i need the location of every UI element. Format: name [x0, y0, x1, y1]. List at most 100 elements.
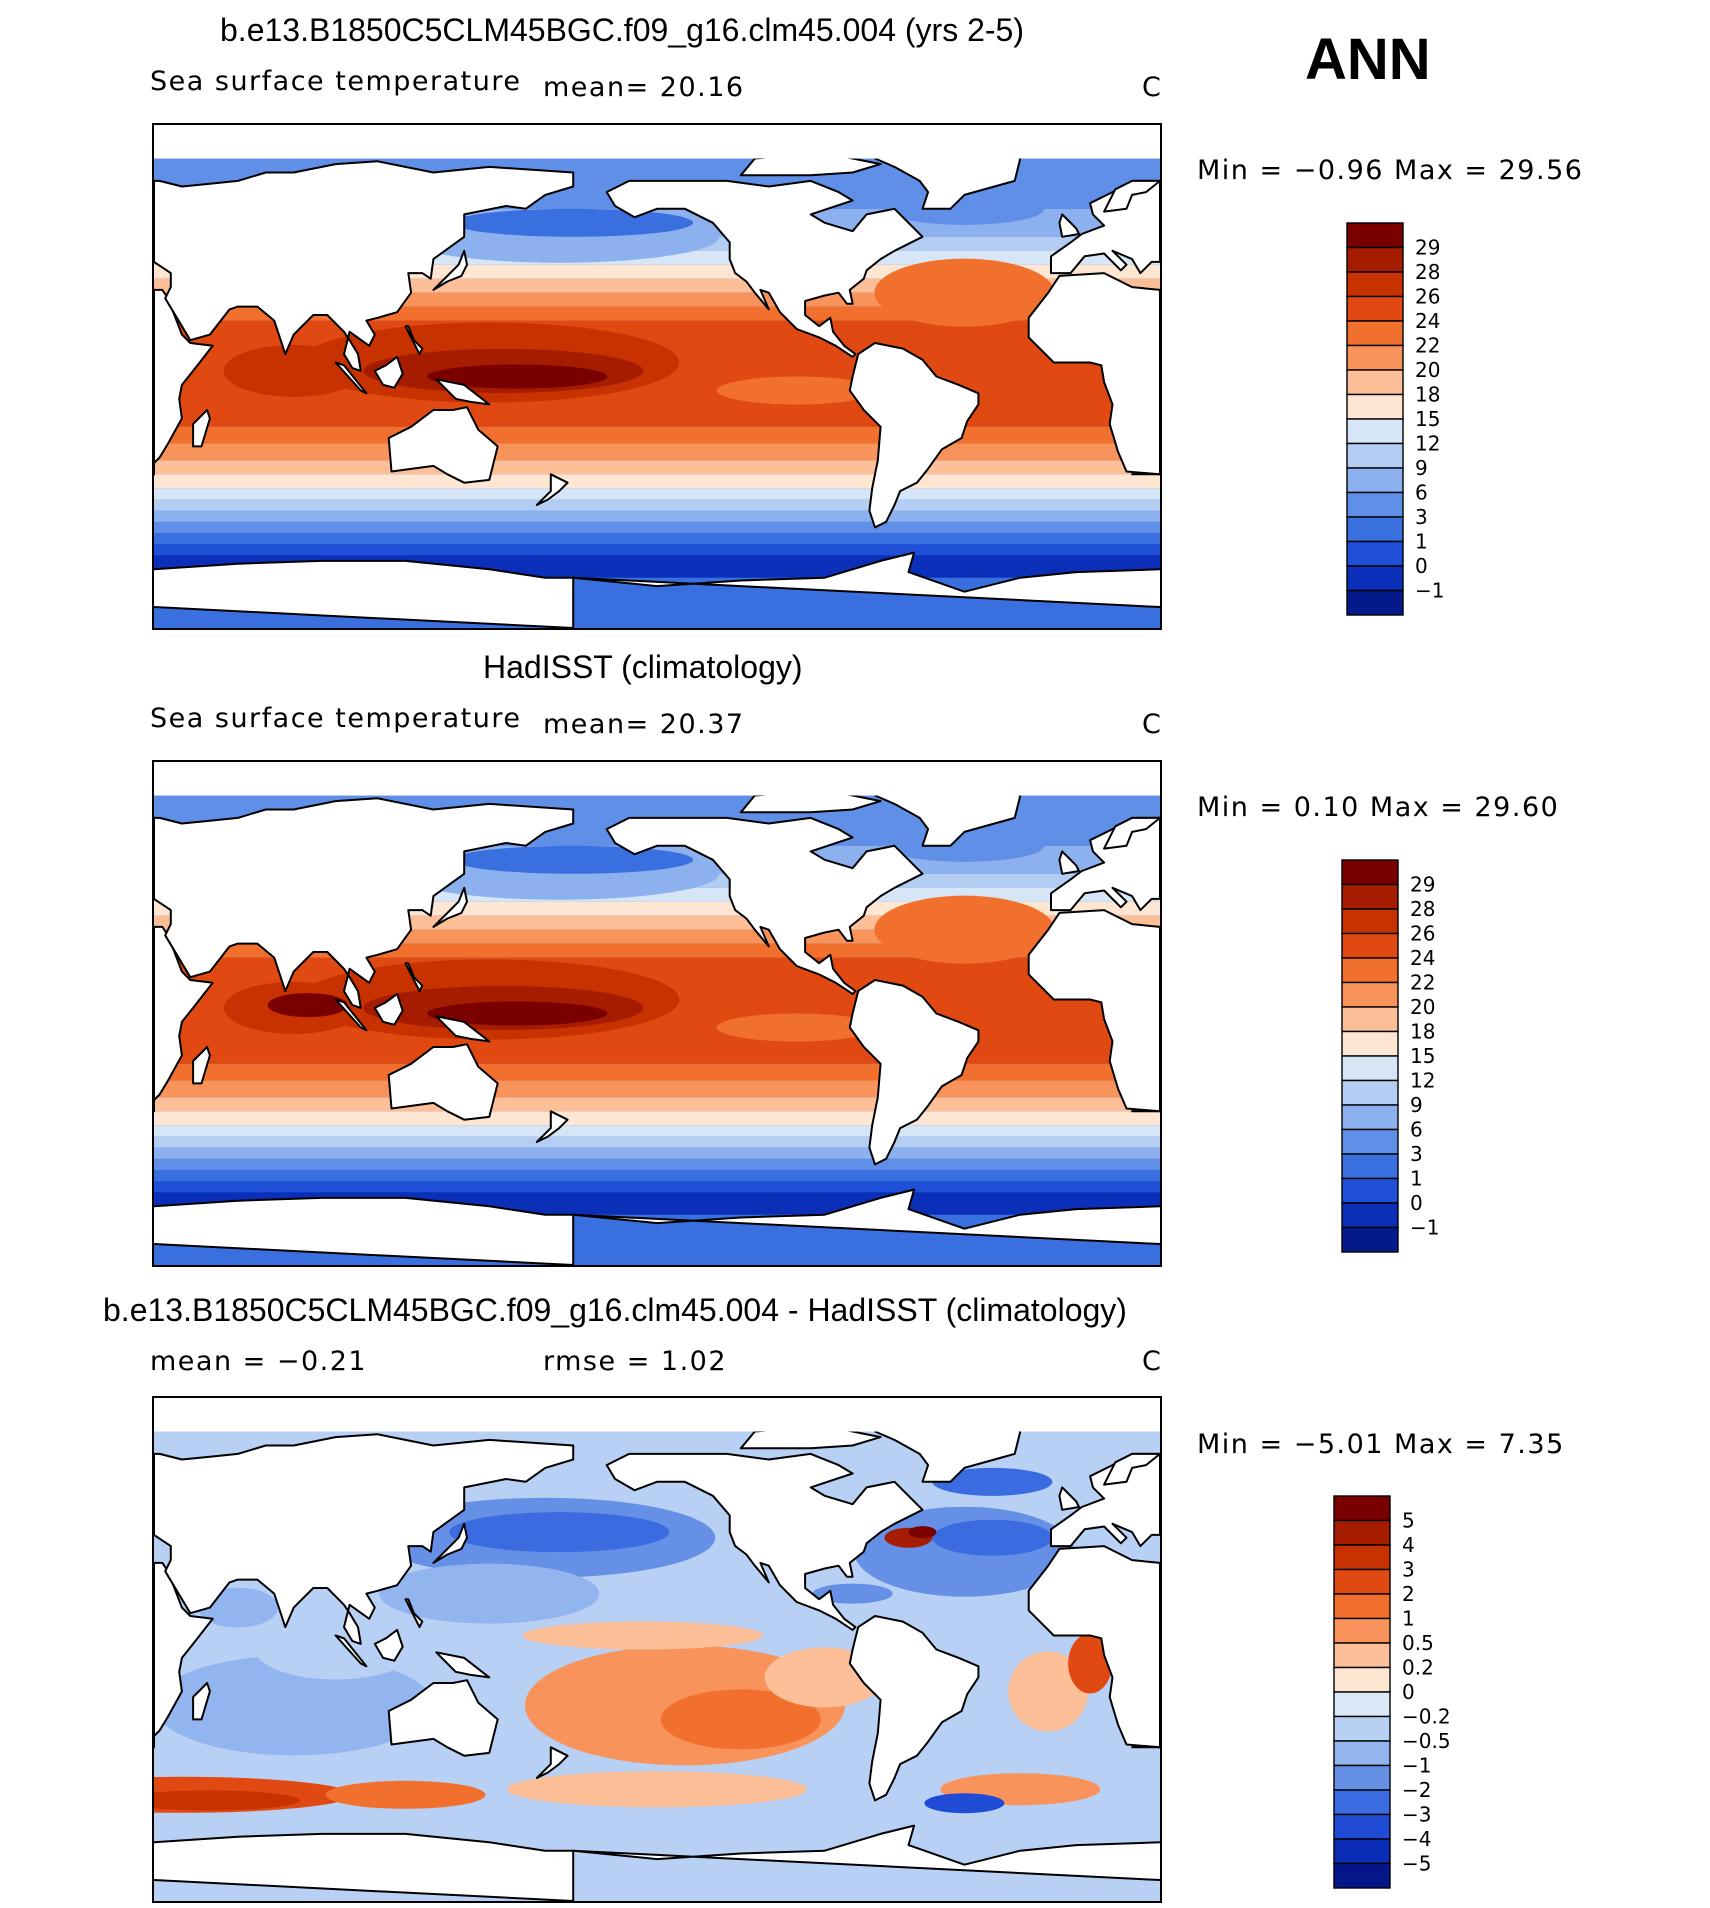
colorbar-tick-label: −1	[1415, 579, 1444, 603]
land-borneo	[373, 1628, 404, 1662]
land-africa-west	[1027, 272, 1160, 476]
land-new-zealand	[535, 473, 569, 506]
colorbar-swatch	[1333, 1544, 1391, 1571]
colorbar-tick-label: 0	[1402, 1680, 1415, 1704]
colorbar-swatch	[1333, 1568, 1391, 1595]
colorbar-swatch	[1341, 1128, 1399, 1155]
land-scandinavia-n	[1103, 1452, 1160, 1486]
land-philippines	[404, 325, 424, 356]
land-japan	[432, 1522, 468, 1564]
land-madagascar	[192, 409, 211, 448]
colorbar-swatch	[1341, 908, 1399, 935]
arctic-mask	[154, 1398, 1160, 1432]
colorbar-tick-label: −0.5	[1402, 1729, 1451, 1753]
colorbar-tick-label: 3	[1410, 1142, 1423, 1166]
land-antarctica	[154, 559, 575, 628]
colorbar-swatch	[1346, 565, 1404, 592]
colorbar-tick-label: −1	[1402, 1754, 1431, 1778]
land-south-america	[848, 979, 980, 1166]
land-eurasia	[154, 797, 575, 1009]
land-europe	[1050, 816, 1160, 912]
land-antarctica	[154, 1196, 575, 1265]
colorbar-tick-label: 0	[1415, 554, 1428, 578]
colorbar-swatch	[1333, 1691, 1391, 1718]
colorbar-tick-label: 18	[1415, 383, 1440, 407]
panel-2-title: HadISST (climatology)	[483, 649, 803, 685]
land-eurasia	[154, 1433, 575, 1645]
colorbar-swatch	[1341, 1153, 1399, 1180]
colorbar-swatch	[1333, 1642, 1391, 1669]
colorbar-swatch	[1333, 1593, 1391, 1620]
land-new-zealand	[535, 1110, 569, 1143]
colorbar-tick-label: 3	[1415, 505, 1428, 529]
land-north-america	[605, 1452, 924, 1631]
continents	[154, 1398, 1160, 1901]
colorbar-tick-label: 9	[1415, 456, 1428, 480]
colorbar-swatch	[1341, 859, 1399, 886]
land-antarctica	[572, 551, 1160, 609]
colorbar-tick-label: 28	[1410, 897, 1435, 921]
panel-3-map	[152, 1396, 1162, 1903]
colorbar-tick-label: 29	[1415, 236, 1440, 260]
panel-1-colorbar: 29 28 26 24 22 20 18 15 12 9 6 3 1 0 −1	[1345, 221, 1465, 621]
colorbar-swatch	[1341, 1006, 1399, 1033]
continents	[154, 762, 1160, 1265]
land-borneo	[373, 355, 404, 389]
colorbar-swatch	[1333, 1838, 1391, 1865]
colorbar-swatch	[1333, 1495, 1391, 1522]
panel-2-units: C	[1142, 709, 1163, 740]
land-new-zealand	[535, 1746, 569, 1779]
colorbar-swatch	[1346, 491, 1404, 518]
panel-1-map	[152, 123, 1162, 630]
colorbar-swatch	[1341, 1055, 1399, 1082]
panel-2-minmax: Min = 0.10 Max = 29.60	[1197, 792, 1560, 823]
land-philippines	[404, 962, 424, 993]
colorbar-tick-label: 0.2	[1402, 1656, 1434, 1680]
colorbar-swatch	[1346, 442, 1404, 469]
land-antarctica	[572, 1188, 1160, 1246]
land-japan	[432, 886, 468, 928]
colorbar-tick-label: −5	[1402, 1852, 1431, 1876]
colorbar-swatch	[1346, 320, 1404, 347]
colorbar-tick-label: 1	[1415, 530, 1428, 554]
colorbar-tick-label: 22	[1415, 334, 1440, 358]
land-africa-west	[1027, 1545, 1160, 1749]
panel-3-map-svg	[154, 1398, 1160, 1901]
colorbar-tick-label: −4	[1402, 1827, 1431, 1851]
land-new-guinea	[435, 1651, 491, 1679]
colorbar-swatch	[1333, 1862, 1391, 1889]
colorbar-swatch	[1346, 540, 1404, 567]
land-north-america	[605, 179, 924, 358]
colorbar-tick-label: 26	[1415, 285, 1440, 309]
colorbar-swatch	[1341, 1202, 1399, 1229]
colorbar-swatch	[1346, 369, 1404, 396]
colorbar-tick-label: 4	[1402, 1533, 1415, 1557]
colorbar-swatch	[1341, 932, 1399, 959]
land-scandinavia-n	[1103, 179, 1160, 213]
panel-3-title: b.e13.B1850C5CLM45BGC.f09_g16.clm45.004 …	[103, 1292, 1127, 1328]
panel-1-units: C	[1142, 72, 1163, 103]
land-borneo	[373, 992, 404, 1026]
land-europe	[1050, 179, 1160, 275]
colorbar-tick-label: 22	[1410, 971, 1435, 995]
colorbar-swatch	[1346, 467, 1404, 494]
colorbar-swatch	[1341, 1226, 1399, 1253]
colorbar-swatch	[1333, 1813, 1391, 1840]
colorbar-tick-label: 15	[1410, 1044, 1435, 1068]
colorbar-tick-label: 6	[1415, 481, 1428, 505]
land-australia	[387, 406, 499, 484]
colorbar-tick-label: 5	[1402, 1509, 1415, 1533]
panel-2-mean: mean= 20.37	[543, 709, 745, 740]
colorbar-tick-label: 15	[1415, 407, 1440, 431]
colorbar-swatch	[1341, 981, 1399, 1008]
colorbar-swatch	[1346, 271, 1404, 298]
arctic-mask	[154, 125, 1160, 159]
land-britain	[1058, 213, 1080, 238]
colorbar-tick-label: −0.2	[1402, 1705, 1451, 1729]
colorbar-swatch	[1341, 1177, 1399, 1204]
colorbar-tick-label: 6	[1410, 1118, 1423, 1142]
panel-3-units: C	[1142, 1346, 1163, 1377]
colorbar-swatch	[1333, 1764, 1391, 1791]
colorbar-tick-label: −3	[1402, 1803, 1431, 1827]
colorbar-swatch	[1346, 222, 1404, 249]
